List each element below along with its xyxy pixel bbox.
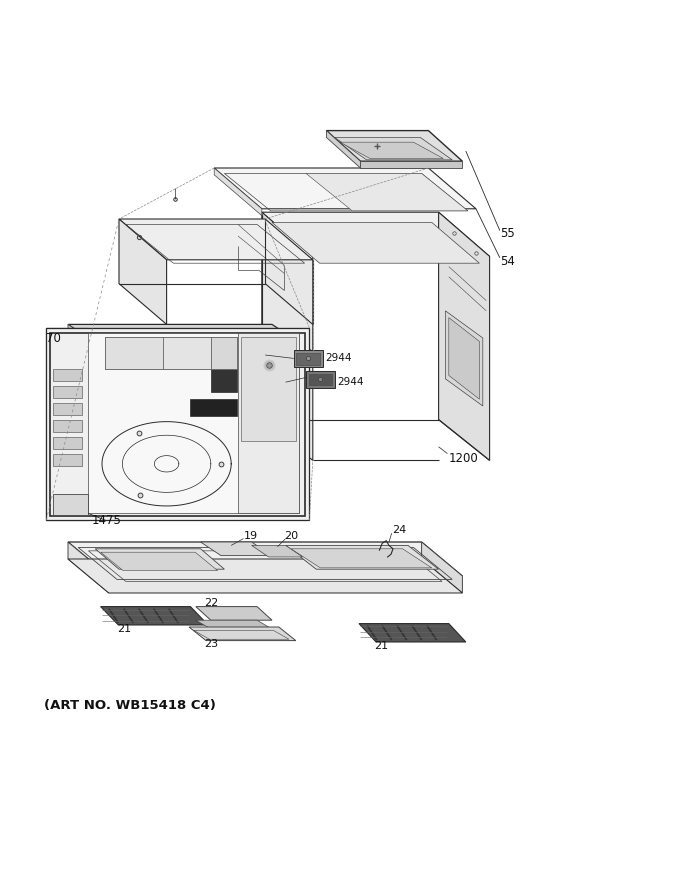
Text: 22: 22 [204, 598, 218, 608]
Polygon shape [119, 219, 313, 260]
Text: 2944: 2944 [337, 378, 364, 387]
Text: 1200: 1200 [449, 451, 479, 465]
Polygon shape [214, 168, 262, 216]
Polygon shape [101, 606, 208, 625]
Polygon shape [286, 546, 439, 569]
Polygon shape [53, 495, 88, 515]
Text: 24: 24 [392, 524, 406, 535]
Polygon shape [335, 137, 452, 160]
Text: 20: 20 [284, 531, 299, 541]
Polygon shape [88, 333, 299, 513]
Text: 70: 70 [46, 332, 61, 345]
Polygon shape [53, 436, 82, 449]
Polygon shape [272, 223, 479, 263]
Polygon shape [439, 212, 490, 460]
Polygon shape [211, 337, 237, 369]
Polygon shape [241, 337, 296, 442]
Polygon shape [196, 620, 272, 629]
Polygon shape [53, 453, 82, 466]
Polygon shape [201, 542, 272, 555]
Polygon shape [46, 327, 88, 520]
Polygon shape [53, 385, 82, 398]
Polygon shape [252, 546, 303, 557]
Polygon shape [68, 325, 109, 363]
Polygon shape [340, 143, 443, 158]
Text: (ART NO. WB15418 C4): (ART NO. WB15418 C4) [44, 699, 216, 712]
Polygon shape [105, 337, 163, 369]
Polygon shape [119, 219, 167, 325]
Polygon shape [238, 333, 299, 513]
Polygon shape [326, 130, 360, 168]
Text: 1475: 1475 [92, 514, 122, 527]
Polygon shape [262, 212, 490, 256]
Polygon shape [163, 337, 211, 369]
Polygon shape [196, 606, 272, 620]
Polygon shape [53, 402, 82, 414]
Polygon shape [53, 369, 82, 381]
Polygon shape [46, 327, 309, 520]
Polygon shape [68, 542, 462, 576]
Text: 55: 55 [500, 227, 515, 240]
Polygon shape [214, 168, 476, 209]
Polygon shape [189, 627, 296, 641]
Polygon shape [422, 542, 462, 593]
Polygon shape [306, 173, 468, 211]
Polygon shape [105, 337, 237, 369]
Polygon shape [190, 400, 237, 416]
Polygon shape [306, 370, 335, 387]
Polygon shape [68, 542, 109, 593]
Polygon shape [68, 559, 462, 593]
Text: 19: 19 [243, 531, 258, 541]
Text: 23: 23 [204, 639, 218, 649]
Text: 21: 21 [374, 641, 388, 651]
Polygon shape [211, 369, 237, 392]
Polygon shape [291, 549, 432, 568]
Polygon shape [359, 624, 466, 642]
Polygon shape [360, 161, 462, 168]
Polygon shape [296, 353, 320, 364]
Polygon shape [73, 330, 146, 347]
Text: 2944: 2944 [325, 354, 352, 363]
Polygon shape [101, 553, 218, 570]
Polygon shape [326, 130, 462, 161]
Polygon shape [294, 350, 323, 367]
Polygon shape [449, 318, 479, 400]
Polygon shape [68, 325, 313, 352]
Text: 21: 21 [117, 624, 131, 634]
Polygon shape [309, 374, 332, 385]
Polygon shape [95, 549, 224, 569]
Polygon shape [445, 311, 483, 406]
Polygon shape [262, 212, 313, 460]
Polygon shape [53, 420, 82, 432]
Text: 54: 54 [500, 255, 515, 268]
